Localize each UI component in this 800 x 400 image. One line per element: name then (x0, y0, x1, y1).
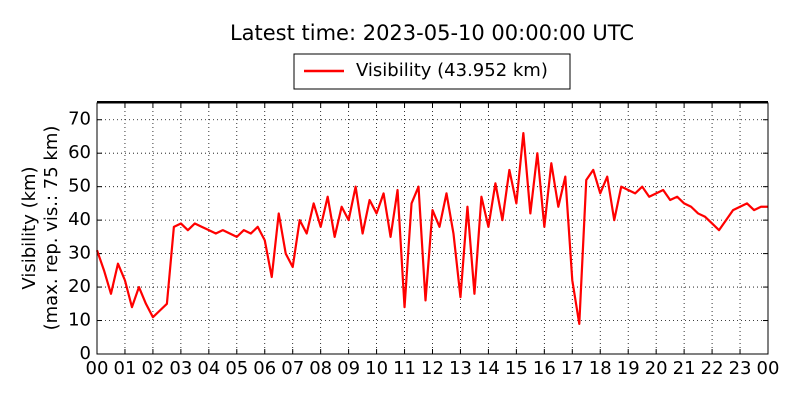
x-tick-label: 04 (197, 358, 220, 379)
y-tick-label: 70 (68, 109, 91, 130)
series-line (95, 132, 768, 325)
x-tick-label: 15 (505, 358, 528, 379)
x-tick-label: 14 (477, 358, 500, 379)
y-tick-label: 0 (80, 343, 91, 364)
y-tick-label: 40 (68, 209, 91, 230)
x-tick-label: 23 (729, 358, 752, 379)
x-tick-label: 07 (281, 358, 304, 379)
y-tick-label: 10 (68, 310, 91, 331)
y-axis-label: Visibility (km) (19, 166, 40, 289)
x-tick-label: 13 (449, 358, 472, 379)
x-tick-label: 20 (645, 358, 668, 379)
x-tick-label: 22 (701, 358, 724, 379)
legend-label: Visibility (43.952 km) (356, 60, 548, 81)
x-tick-label: 10 (365, 358, 388, 379)
x-tick-label: 21 (673, 358, 696, 379)
x-tick-label: 19 (617, 358, 640, 379)
y-tick-label: 60 (68, 142, 91, 163)
x-tick-label: 16 (533, 358, 556, 379)
x-tick-label: 09 (337, 358, 360, 379)
chart-title: Latest time: 2023-05-10 00:00:00 UTC (230, 21, 634, 45)
x-tick-label: 08 (309, 358, 332, 379)
x-tick-label: 18 (589, 358, 612, 379)
y-axis-label: (max. rep. vis.: 75 km) (41, 126, 62, 331)
x-tick-label: 12 (421, 358, 444, 379)
x-tick-label: 17 (561, 358, 584, 379)
y-tick-label: 30 (68, 243, 91, 264)
x-tick-label: 05 (225, 358, 248, 379)
x-tick-label: 11 (393, 358, 416, 379)
x-tick-label: 03 (169, 358, 192, 379)
x-tick-label: 01 (114, 358, 137, 379)
x-tick-label: 02 (141, 358, 164, 379)
y-tick-label: 50 (68, 176, 91, 197)
x-tick-label: 06 (253, 358, 276, 379)
y-tick-label: 20 (68, 276, 91, 297)
x-tick-label: 00 (86, 358, 109, 379)
x-tick-label: 00 (757, 358, 780, 379)
